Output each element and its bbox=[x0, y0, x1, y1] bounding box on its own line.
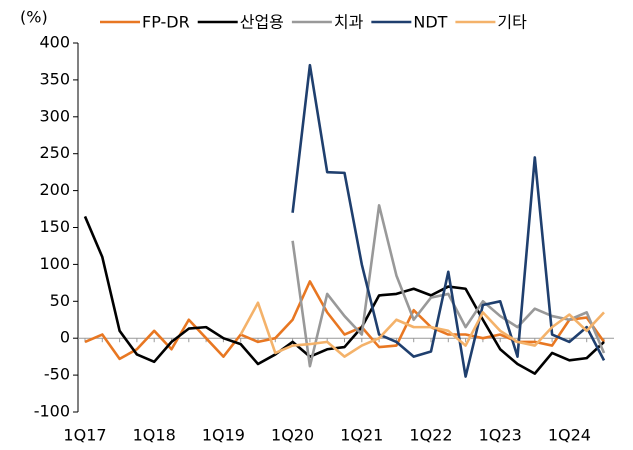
series-line bbox=[291, 204, 606, 368]
y-tick-label: 400 bbox=[39, 33, 70, 52]
y-tick-label: 100 bbox=[39, 254, 70, 273]
y-tick-label: 200 bbox=[39, 180, 70, 199]
x-tick-label: 1Q17 bbox=[63, 426, 106, 445]
y-tick-label: 0 bbox=[60, 328, 70, 347]
legend-label: 기타 bbox=[497, 13, 527, 32]
y-tick-label: -50 bbox=[44, 365, 70, 384]
x-tick-label: 1Q22 bbox=[409, 426, 452, 445]
y-tick-label: 350 bbox=[39, 69, 70, 88]
x-tick-label: 1Q20 bbox=[271, 426, 314, 445]
legend-label: 산업용 bbox=[240, 13, 284, 32]
y-axis-label: (%) bbox=[20, 8, 48, 27]
y-tick-label: 250 bbox=[39, 143, 70, 162]
y-tick-label: 300 bbox=[39, 106, 70, 125]
x-tick-label: 1Q18 bbox=[133, 426, 176, 445]
y-tick-label: 50 bbox=[50, 291, 70, 310]
x-tick-label: 1Q21 bbox=[340, 426, 383, 445]
y-tick-label: 150 bbox=[39, 217, 70, 236]
x-tick-label: 1Q19 bbox=[202, 426, 245, 445]
legend-label: 치과 bbox=[334, 13, 364, 32]
series-line bbox=[291, 63, 606, 378]
legend-label: NDT bbox=[413, 13, 447, 32]
series-line bbox=[83, 215, 605, 375]
x-tick-label: 1Q23 bbox=[479, 426, 522, 445]
series-line bbox=[239, 301, 605, 358]
legend-label: FP-DR bbox=[142, 13, 190, 32]
y-tick-label: -100 bbox=[34, 402, 70, 421]
x-tick-label: 1Q24 bbox=[548, 426, 591, 445]
